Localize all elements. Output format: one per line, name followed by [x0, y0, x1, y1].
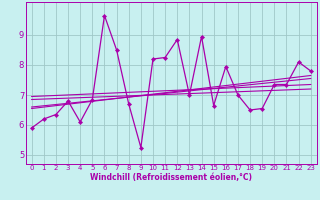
X-axis label: Windchill (Refroidissement éolien,°C): Windchill (Refroidissement éolien,°C) — [90, 173, 252, 182]
